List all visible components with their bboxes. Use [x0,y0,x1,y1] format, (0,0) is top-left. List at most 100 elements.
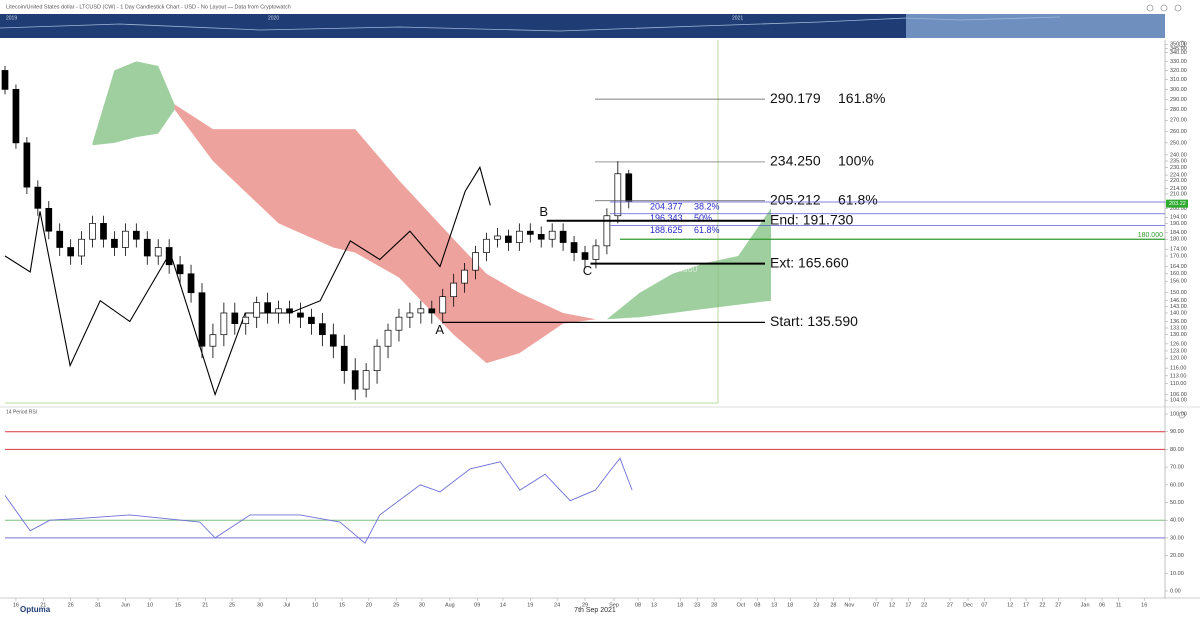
candle-body [329,334,337,347]
y-tick-label: 40.00 [1170,518,1184,524]
y-tick-label: 140.00 [1170,310,1187,316]
window-controls [1146,4,1186,419]
candle-body [548,230,556,240]
candle-body [417,308,425,314]
y-tick-label: 143.00 [1170,304,1187,310]
candle-body [450,282,458,298]
last-price-box [1166,199,1188,208]
x-tick-label: 10 [312,602,318,608]
y-tick-label: 20.00 [1170,553,1184,559]
x-tick-label: Oct [737,602,746,608]
y-tick-label: 330.00 [1170,59,1187,65]
y-tick-label: 110.00 [1170,381,1186,387]
candle-body [625,173,633,202]
x-tick-label: Sep [609,602,619,608]
control-icon[interactable] [1160,4,1168,12]
x-tick-label: Aug [445,602,455,608]
x-tick-label: 17 [1023,602,1029,608]
candle-body [559,230,567,243]
y-tick-label: 194.00 [1170,215,1187,221]
x-tick-label: 23 [694,602,700,608]
candle-body [603,215,611,247]
x-tick-label: 29 [582,602,588,608]
candle-body [12,89,20,144]
candle-body [165,247,173,266]
control-icon[interactable] [1174,4,1182,12]
candle-body [526,230,534,235]
candle-body [494,235,501,240]
y-tick-label: 116.00 [1170,366,1186,372]
retracement-price: 204.377 [650,201,683,211]
fib-price: 205.212 [770,191,821,207]
candle-body [406,312,414,318]
candle-body [537,234,545,240]
control-icon[interactable] [1178,40,1186,48]
abc-point: A [435,322,444,337]
rsi-line [4,457,633,544]
x-tick-label: 08 [754,602,760,608]
x-tick-label: Dec [963,602,973,608]
x-tick-label: 11 [1116,602,1122,608]
retracement-ratio: 38.2% [694,201,720,211]
y-tick-label: 350.00 [1170,42,1187,48]
chart-title: Litecoin/United States dollar - LTCUSD (… [6,4,291,10]
candle-body [439,296,447,314]
y-tick-label: 290.00 [1170,97,1187,103]
y-tick-label: 224.00 [1170,173,1187,179]
brand: Optuma [20,605,51,614]
candle-body [45,207,53,232]
x-tick-label: 20 [366,602,372,608]
y-tick-label: 156.00 [1170,279,1187,285]
y-tick-label: 30.00 [1170,535,1184,541]
x-tick-label: 21 [202,602,208,608]
cloud [92,61,175,146]
y-tick-label: 320.00 [1170,68,1187,74]
last-price-label: 203.22 [1169,201,1186,207]
panel-title: 14 Period RSI [6,409,37,415]
x-tick-label: 07 [873,602,879,608]
candle-body [581,252,589,260]
y-tick-label: 100.00 [1170,411,1187,417]
x-tick-label: 18 [787,602,793,608]
abc-label: Ext: 165.660 [770,254,849,270]
y-tick-label: 146.00 [1170,298,1187,304]
candle-body [122,230,129,248]
y-tick-label: 136.00 [1170,319,1187,325]
y-tick-label: 230.00 [1170,165,1187,171]
y-tick-label: 190.00 [1170,221,1187,227]
x-tick-label: 15 [175,602,181,608]
y-tick-label: 200.00 [1170,206,1187,212]
y-tick-label: 160.00 [1170,271,1187,277]
retracement-ratio: 61.8% [694,225,720,235]
control-icon[interactable] [1178,411,1186,419]
year-label: 2019 [6,15,17,21]
x-tick-label: 25 [393,602,399,608]
x-tick-label: 18 [677,602,683,608]
y-tick-label: 260.00 [1170,129,1187,135]
candle-body [505,235,512,243]
candle-body [384,329,392,347]
retracement-ratio: 50% [694,213,712,223]
candle-body [176,264,184,275]
y-tick-label: 180.00 [1170,237,1187,243]
x-tick-label: 15 [339,602,345,608]
x-tick-label: Jun [121,602,130,608]
x-tick-label: 13 [771,602,777,608]
candle-body [198,292,206,347]
fib-ratio: 61.8% [838,191,878,207]
retracement-price: 188.625 [650,225,683,235]
control-icon[interactable] [1146,4,1154,12]
candle-body [143,238,151,257]
x-tick-label: 09 [474,602,480,608]
candle-body [220,312,228,336]
candle-body [340,345,348,372]
candle-body [23,142,31,188]
candle-body [209,334,217,347]
x-tick-label: Jan [1081,602,1090,608]
y-tick-label: 280.00 [1170,107,1187,113]
year-label: 2020 [268,15,279,21]
year-label: 2021 [732,15,743,21]
y-tick-label: 113.00 [1170,373,1186,379]
x-tick-label: 12 [1007,602,1013,608]
